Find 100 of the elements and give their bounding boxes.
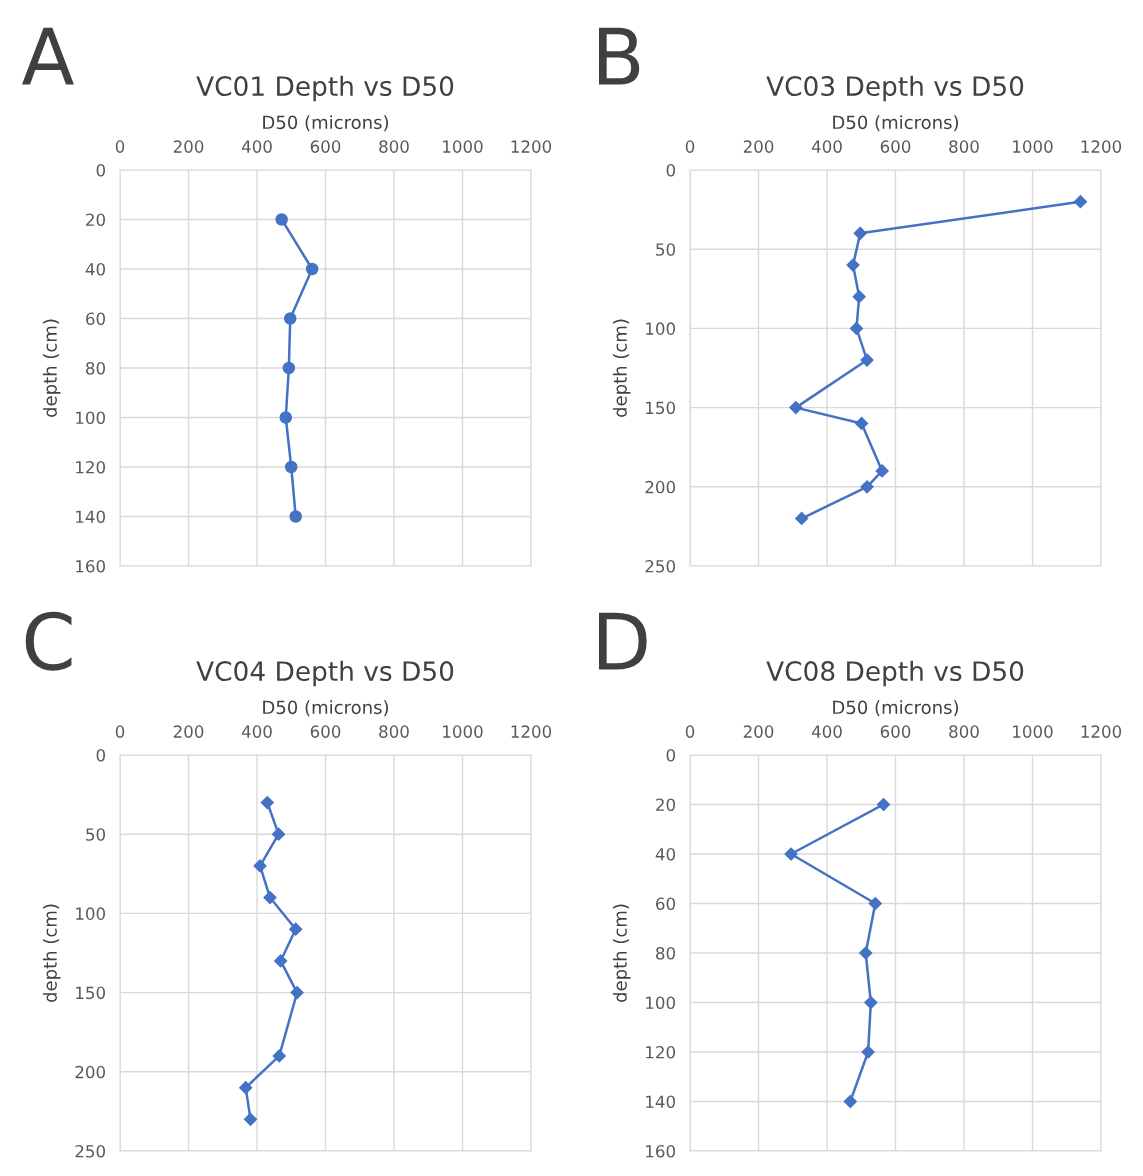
y-tick-label: 50: [86, 828, 105, 841]
text: C: [25, 611, 72, 671]
y-tick-label: 250: [75, 1144, 105, 1158]
point: [289, 922, 303, 936]
point: [282, 361, 296, 375]
x-tick-label: 800: [949, 140, 979, 153]
point: [875, 464, 889, 478]
point: [260, 795, 274, 810]
y-axis-title: depth (cm): [42, 904, 61, 1002]
x-tick-label: 1000: [1013, 725, 1053, 738]
point: [274, 954, 288, 968]
y-tick-label: 160: [76, 559, 105, 573]
chart-title: VC01 Depth vs D50: [196, 75, 454, 102]
point: [289, 510, 302, 523]
chart-title: VC04 Depth vs D50: [196, 660, 454, 687]
point: [849, 321, 864, 335]
x-tick-label: 400: [241, 725, 272, 738]
y-tick-label: 50: [656, 243, 675, 256]
x-tick-label: 0: [685, 140, 695, 153]
x-tick-label: 800: [379, 725, 409, 738]
point: [283, 312, 297, 325]
y-tick-label: 80: [86, 361, 105, 375]
x-tick-label: 600: [310, 140, 341, 153]
point: [860, 480, 874, 494]
x-tick-label: 200: [173, 140, 204, 153]
point: [263, 890, 277, 905]
x-tick-label: 800: [949, 725, 979, 738]
point: [284, 460, 298, 474]
y-tick-label: 60: [656, 897, 675, 911]
x-tick-label: 600: [880, 140, 911, 153]
x-tick-label: 1000: [443, 725, 483, 738]
point: [272, 1049, 286, 1063]
x-tick-label: 1200: [511, 725, 552, 738]
y-tick-label: 20: [86, 213, 105, 227]
point: [275, 213, 288, 226]
point: [290, 986, 304, 1000]
point: [271, 827, 286, 841]
point: [843, 1094, 857, 1109]
y-tick-label: 100: [76, 411, 105, 425]
y-tick-label: 80: [656, 946, 675, 960]
x-tick-label: 200: [743, 140, 774, 153]
y-tick-label: 100: [646, 996, 675, 1010]
y-tick-label: 200: [75, 1065, 105, 1079]
y-tick-label: 140: [646, 1095, 675, 1109]
point: [279, 411, 293, 424]
x-tick-label: 1000: [443, 140, 483, 153]
x-axis-title: D50 (microns): [833, 700, 959, 717]
text: B: [598, 27, 640, 85]
y-tick-label: 150: [76, 986, 105, 1000]
y-tick-label: 0: [96, 163, 105, 177]
point: [253, 859, 267, 873]
x-tick-label: 200: [173, 725, 204, 738]
point: [855, 416, 869, 431]
y-axis-title: depth (cm): [42, 319, 61, 417]
point: [784, 847, 798, 861]
y-tick-label: 250: [645, 559, 675, 573]
x-tick-label: 0: [685, 725, 695, 738]
x-tick-label: 1200: [1081, 140, 1122, 153]
y-tick-label: 150: [646, 401, 675, 415]
y-tick-label: 100: [646, 322, 675, 335]
y-tick-label: 0: [666, 748, 675, 762]
y-tick-label: 200: [645, 480, 675, 494]
y-tick-label: 160: [646, 1144, 675, 1158]
point: [1073, 195, 1088, 209]
x-tick-label: 400: [811, 725, 842, 738]
x-tick-label: 600: [310, 725, 341, 738]
y-tick-label: 100: [76, 907, 105, 920]
x-tick-label: 1000: [1013, 140, 1053, 153]
x-axis-title: D50 (microns): [833, 115, 959, 132]
point: [795, 511, 809, 526]
x-tick-label: 400: [811, 140, 842, 153]
y-axis-title: depth (cm): [612, 319, 631, 417]
point: [868, 896, 882, 911]
y-tick-label: 40: [655, 847, 675, 861]
point: [864, 995, 878, 1010]
text: D: [598, 612, 647, 670]
point: [853, 226, 867, 240]
y-tick-label: 20: [656, 798, 675, 812]
point: [239, 1081, 253, 1095]
y-tick-label: 0: [96, 748, 105, 762]
x-tick-label: 800: [379, 140, 409, 153]
y-tick-label: 120: [76, 460, 105, 474]
point: [305, 262, 319, 276]
y-tick-label: 140: [76, 510, 105, 524]
y-tick-label: 120: [646, 1045, 675, 1059]
chart-title: VC08 Depth vs D50: [766, 660, 1024, 687]
text: A: [21, 27, 74, 85]
x-tick-label: 400: [241, 140, 272, 153]
x-axis-title: D50 (microns): [263, 115, 389, 132]
x-tick-label: 1200: [511, 140, 552, 153]
x-tick-label: 200: [743, 725, 774, 738]
chart-title: VC03 Depth vs D50: [766, 75, 1024, 102]
y-tick-label: 0: [666, 163, 675, 177]
point: [852, 290, 866, 304]
point: [243, 1112, 258, 1126]
point: [861, 1045, 875, 1059]
y-tick-label: 60: [86, 312, 105, 326]
x-axis-title: D50 (microns): [263, 700, 389, 717]
point: [859, 946, 873, 960]
y-axis-title: depth (cm): [612, 904, 631, 1002]
